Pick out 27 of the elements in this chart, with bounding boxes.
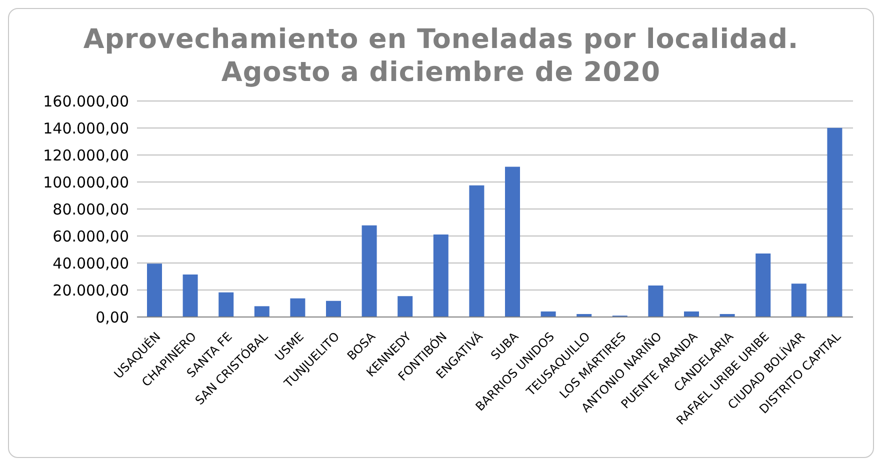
bar	[398, 296, 413, 317]
bar	[827, 128, 842, 317]
y-tick-label: 0,00	[96, 308, 129, 326]
y-tick-label: 80.000,00	[52, 200, 129, 218]
bar	[290, 298, 306, 317]
y-tick-label: 120.000,00	[43, 146, 129, 164]
bar	[182, 274, 198, 317]
bar	[684, 311, 699, 317]
bar	[505, 166, 520, 317]
bar	[326, 300, 341, 317]
bar	[218, 292, 234, 317]
bar	[254, 306, 270, 317]
bar	[648, 286, 664, 317]
chart-title: Aprovechamiento en Toneladas por localidad. Agosto a diciembre de 2020	[82, 23, 800, 89]
bar	[147, 264, 162, 317]
y-tick-label: 40.000,00	[52, 254, 129, 272]
y-tick-label: 160.000,00	[43, 92, 129, 110]
y-tick-label: 60.000,00	[52, 227, 129, 246]
bar	[791, 284, 806, 317]
y-tick-label: 20.000,00	[52, 281, 129, 300]
y-tick-label: 100.000,00	[43, 173, 129, 192]
bar	[540, 311, 556, 317]
bar	[433, 234, 448, 317]
bar	[756, 254, 771, 317]
bar	[469, 185, 484, 317]
bar	[362, 225, 377, 317]
y-tick-label: 140.000,00	[43, 119, 129, 138]
